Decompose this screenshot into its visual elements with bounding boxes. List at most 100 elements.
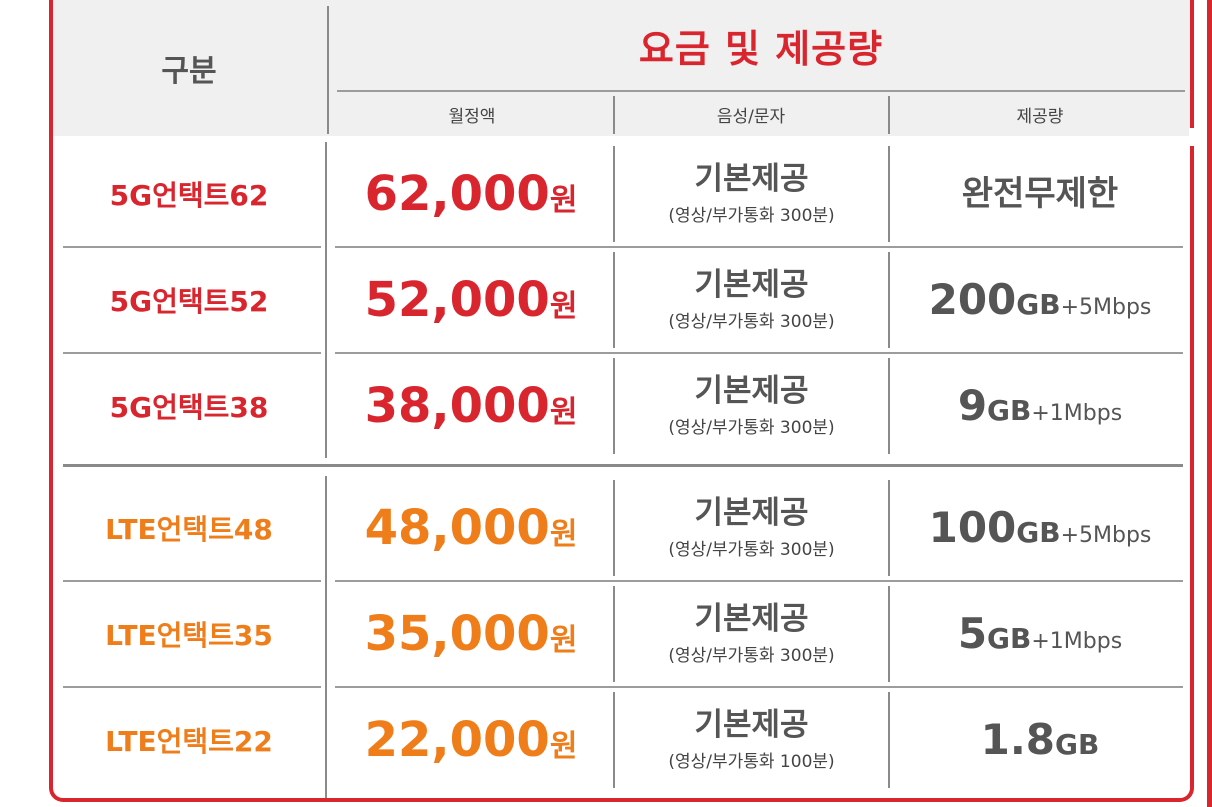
header-subline — [337, 90, 1185, 92]
data-amount: 200 — [928, 275, 1017, 324]
voice-sub: (영상/부가통화 300분) — [668, 645, 835, 666]
price-amount: 62,000 — [364, 166, 550, 222]
plan-name: 5G언택트62 — [109, 179, 269, 212]
row-divider — [63, 352, 321, 354]
plan-name: LTE언택트35 — [105, 619, 273, 652]
data-speed: +1Mbps — [1031, 629, 1123, 654]
voice-main: 기본제공 — [694, 373, 809, 410]
column-divider — [888, 692, 890, 788]
voice-cell: 기본제공 (영상/부가통화 300분) — [615, 142, 888, 246]
data-value: 1.8GB — [981, 719, 1100, 761]
data-value: 200GB+5Mbps — [929, 279, 1152, 321]
price-amount: 22,000 — [364, 712, 550, 768]
table-header — [53, 0, 1190, 136]
voice-main: 기본제공 — [694, 707, 809, 744]
voice-main: 기본제공 — [694, 601, 809, 638]
header-divider — [613, 96, 615, 134]
row-divider — [63, 580, 321, 582]
voice-sub: (영상/부가통화 300분) — [668, 311, 835, 332]
data-amount: 1.8 — [980, 715, 1056, 764]
column-divider — [888, 146, 890, 242]
header-gubun: 구분 — [161, 54, 217, 89]
data-unit: GB — [987, 622, 1032, 655]
price-cell: 52,000원 — [329, 248, 613, 352]
row-divider — [335, 352, 1183, 354]
voice-cell: 기본제공 (영상/부가통화 300분) — [615, 476, 888, 580]
price-amount: 38,000 — [364, 378, 550, 434]
header-gap — [1189, 128, 1212, 146]
price-currency: 원 — [549, 729, 578, 764]
price-value: 52,000원 — [365, 276, 578, 324]
voice-sub: (영상/부가통화 300분) — [668, 417, 835, 438]
price-amount: 52,000 — [364, 272, 550, 328]
price-currency: 원 — [549, 183, 578, 218]
voice-main: 기본제공 — [694, 161, 809, 198]
voice-main: 기본제공 — [694, 495, 809, 532]
data-speed: +5Mbps — [1060, 523, 1152, 548]
voice-cell: 기본제공 (영상/부가통화 300분) — [615, 354, 888, 458]
header-main-title: 요금 및 제공량 — [638, 26, 884, 71]
row-divider — [63, 246, 321, 248]
price-value: 38,000원 — [365, 382, 578, 430]
voice-sub: (영상/부가통화 100분) — [668, 751, 835, 772]
row-divider — [335, 686, 1183, 688]
data-value: 100GB+5Mbps — [929, 507, 1152, 549]
price-cell: 48,000원 — [329, 476, 613, 580]
plan-name: 5G언택트38 — [109, 391, 269, 424]
voice-sub: (영상/부가통화 300분) — [668, 539, 835, 560]
voice-cell: 기본제공 (영상/부가통화 100분) — [615, 688, 888, 792]
data-value: 9GB+1Mbps — [958, 385, 1122, 427]
column-divider — [613, 358, 615, 454]
column-divider — [325, 142, 327, 458]
voice-sub: (영상/부가통화 300분) — [668, 205, 835, 226]
data-amount: 5 — [957, 609, 988, 658]
data-speed: +1Mbps — [1031, 401, 1123, 426]
row-divider — [63, 686, 321, 688]
data-unit: GB — [1016, 288, 1061, 321]
column-divider — [613, 252, 615, 348]
plan-name: LTE언택트48 — [105, 513, 273, 546]
column-divider — [613, 146, 615, 242]
data-speed: +5Mbps — [1060, 295, 1152, 320]
header-col-monthly: 월정액 — [448, 106, 496, 127]
data-amount: 9 — [957, 381, 988, 430]
column-divider — [325, 476, 327, 798]
price-cell: 35,000원 — [329, 582, 613, 686]
data-cell: 9GB+1Mbps — [890, 354, 1190, 458]
price-cell: 38,000원 — [329, 354, 613, 458]
data-unit: GB — [987, 394, 1032, 427]
data-unit: GB — [1016, 516, 1061, 549]
column-divider — [888, 480, 890, 576]
price-amount: 35,000 — [364, 606, 550, 662]
voice-cell: 기본제공 (영상/부가통화 300분) — [615, 582, 888, 686]
data-cell: 1.8GB — [890, 688, 1190, 792]
price-value: 48,000원 — [365, 504, 578, 552]
data-unit: GB — [1055, 728, 1100, 761]
price-currency: 원 — [549, 517, 578, 552]
price-currency: 원 — [549, 395, 578, 430]
data-amount: 100 — [928, 503, 1017, 552]
price-value: 22,000원 — [365, 716, 578, 764]
price-value: 35,000원 — [365, 610, 578, 658]
plan-name: 5G언택트52 — [109, 285, 269, 318]
row-divider — [335, 246, 1183, 248]
column-divider — [888, 358, 890, 454]
header-divider — [888, 96, 890, 134]
header-col-data: 제공량 — [1016, 106, 1064, 127]
column-divider — [613, 480, 615, 576]
data-amount-text: 완전무제한 — [961, 174, 1119, 214]
price-cell: 62,000원 — [329, 142, 613, 246]
neighbor-panel-edge — [1207, 0, 1212, 807]
price-currency: 원 — [549, 289, 578, 324]
price-value: 62,000원 — [365, 170, 578, 218]
voice-cell: 기본제공 (영상/부가통화 300분) — [615, 248, 888, 352]
column-divider — [888, 586, 890, 682]
price-amount: 48,000 — [364, 500, 550, 556]
data-cell: 100GB+5Mbps — [890, 476, 1190, 580]
column-divider — [613, 692, 615, 788]
plan-table: 구분 요금 및 제공량 월정액 음성/문자 제공량 5G언택트62 62,000… — [49, 0, 1194, 802]
data-value: 5GB+1Mbps — [958, 613, 1122, 655]
row-divider — [335, 580, 1183, 582]
group-divider — [63, 464, 1183, 467]
data-cell: 완전무제한 — [890, 142, 1190, 246]
